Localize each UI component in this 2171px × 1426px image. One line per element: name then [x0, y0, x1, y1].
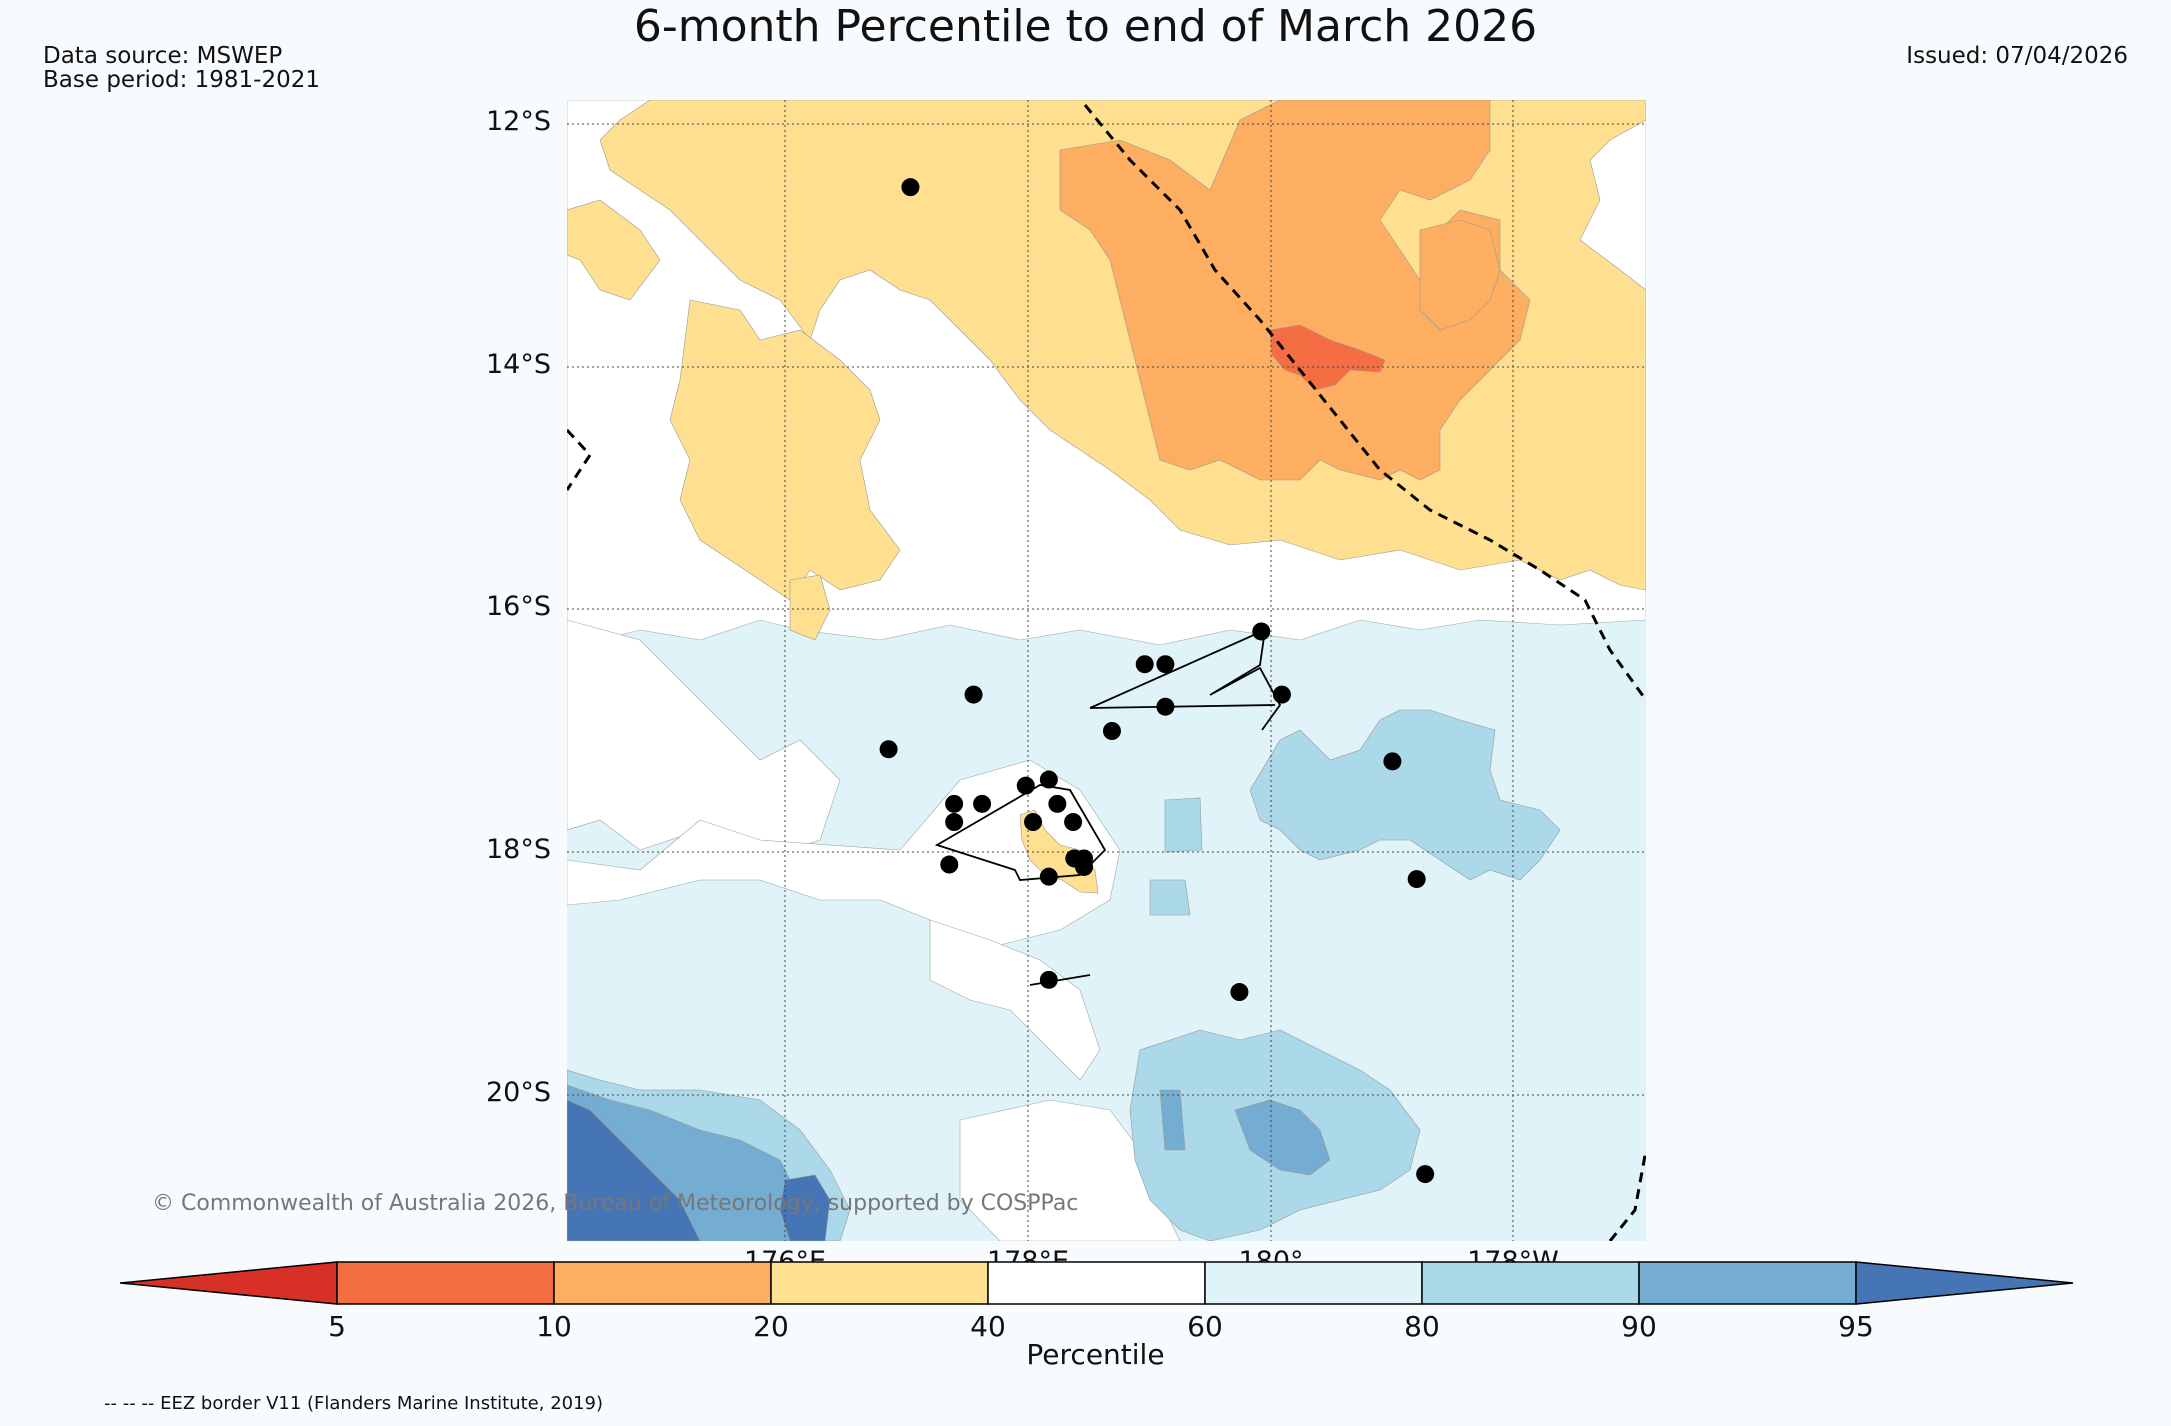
- station-dot-24: [1039, 970, 1058, 989]
- colorbar-tick-40: 40: [970, 1310, 1006, 1343]
- station-dot-20: [1252, 622, 1271, 641]
- colorbar-60-80: [1204, 1261, 1423, 1305]
- colorbar-tick-20: 20: [753, 1310, 789, 1343]
- station-dot-8: [1024, 813, 1043, 832]
- colorbar-5-10: [336, 1261, 555, 1305]
- colorbar-90-95: [1638, 1261, 1857, 1305]
- contour-5-10: [1269, 324, 1386, 391]
- eez-footnote: -- -- -- EEZ border V11 (Flanders Marine…: [104, 1393, 604, 1414]
- contour-40-60-west: [567, 619, 841, 861]
- lat-label-18s: 18°S: [486, 834, 551, 865]
- station-dot-18: [1156, 655, 1175, 674]
- contour-20-40-nw-patch: [567, 199, 661, 301]
- lat-label-16s: 16°S: [486, 591, 551, 622]
- station-dot-9: [1039, 770, 1058, 789]
- contour-95-plus-sw: [567, 1099, 701, 1241]
- station-dot-7: [1016, 776, 1035, 795]
- data-source-info: Data source: MSWEP Base period: 1981-202…: [43, 44, 320, 92]
- station-dot-25: [1230, 983, 1249, 1002]
- colorbar-tick-80: 80: [1404, 1310, 1440, 1343]
- station-dot-4: [945, 813, 964, 832]
- station-dot-1: [879, 740, 898, 759]
- lat-label-14s: 14°S: [486, 349, 551, 380]
- data-source-text: Data source: MSWEP: [43, 43, 283, 69]
- station-dot-17: [1135, 655, 1154, 674]
- contour-10-20-east: [1419, 219, 1501, 331]
- station-dot-23: [1407, 870, 1426, 889]
- station-dot-0: [901, 178, 920, 197]
- graticule: [567, 100, 1646, 1241]
- station-dot-6: [940, 855, 959, 874]
- page-title: 6-month Percentile to end of March 2026: [633, 1, 1538, 52]
- colorbar-extend-high: [1855, 1261, 2074, 1305]
- copyright-text: © Commonwealth of Australia 2026, Bureau…: [152, 1191, 1079, 1216]
- base-period-text: Base period: 1981-2021: [43, 67, 321, 93]
- contour-80-90-small: [1164, 797, 1203, 853]
- station-dot-5: [973, 794, 992, 813]
- station-dot-22: [1383, 752, 1402, 771]
- colorbar-tick-10: 10: [536, 1310, 572, 1343]
- colorbar-tick-60: 60: [1187, 1310, 1223, 1343]
- station-dot-11: [1039, 867, 1058, 886]
- colorbar-10-20: [553, 1261, 772, 1305]
- station-dot-15: [1075, 857, 1094, 876]
- contour-80-90-east: [1249, 709, 1561, 881]
- station-dot-21: [1272, 685, 1291, 704]
- colorbar-tick-5: 5: [328, 1310, 346, 1343]
- map-area: [567, 100, 1646, 1241]
- colorbar-tick-90: 90: [1621, 1310, 1657, 1343]
- eez-border: [567, 104, 1646, 1241]
- station-dot-12: [1064, 813, 1083, 832]
- colorbar-40-60: [987, 1261, 1206, 1305]
- contour-95-plus-small: [779, 1174, 831, 1241]
- lat-label-20s: 20°S: [486, 1077, 551, 1108]
- lat-label-12s: 12°S: [486, 106, 551, 137]
- station-dot-26: [1416, 1165, 1435, 1184]
- contour-90-95-south: [1234, 1099, 1331, 1176]
- contour-20-40-small: [789, 574, 831, 641]
- station-dot-16: [1102, 722, 1121, 740]
- station-dots: [879, 178, 1435, 1184]
- contour-40-60-lower: [929, 919, 1101, 1081]
- issued-date: Issued: 07/04/2026: [1906, 43, 2128, 69]
- station-dot-2: [964, 685, 983, 704]
- contour-10-20: [1059, 100, 1531, 481]
- station-dot-10: [1048, 794, 1067, 813]
- contour-90-95-small: [1159, 1089, 1186, 1151]
- station-dot-3: [945, 794, 964, 813]
- colorbar-extend-low: [119, 1261, 338, 1305]
- colorbar-80-90: [1421, 1261, 1640, 1305]
- colorbar-label: Percentile: [1026, 1338, 1165, 1371]
- contour-80-90-small2: [1149, 879, 1191, 916]
- colorbar-tick-95: 95: [1838, 1310, 1874, 1343]
- station-dot-19: [1156, 697, 1175, 716]
- colorbar-20-40: [770, 1261, 989, 1305]
